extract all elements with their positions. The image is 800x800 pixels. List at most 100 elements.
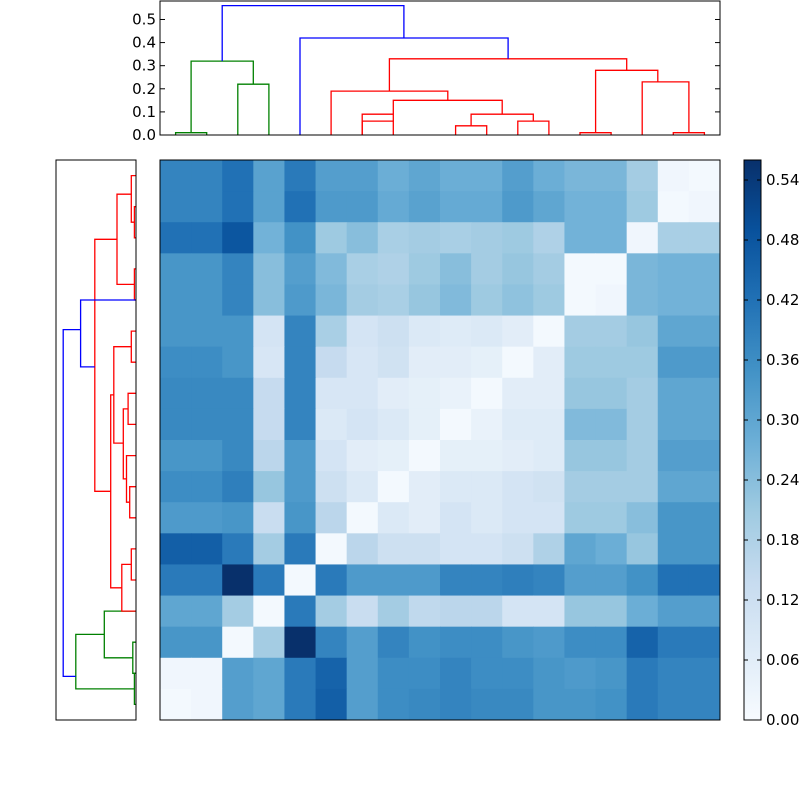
colorbar-tick-label-6: 0.36: [766, 351, 799, 369]
heatmap-cell-10-16: [657, 471, 690, 503]
heatmap-cell-8-16: [657, 408, 690, 441]
heatmap-cell-3-4: [284, 253, 317, 285]
heatmap-cell-3-10: [471, 253, 503, 285]
heatmap-cell-6-16: [657, 346, 690, 379]
top-dendrogram-link-7: [470, 113, 534, 126]
heatmap-cell-15-2: [222, 626, 254, 659]
colorbar-panel: 0.00 0.06 0.12 0.18 0.24 0.30 0.36 0.42 0.48 0.54: [743, 159, 799, 729]
heatmap-cell-2-11: [502, 222, 534, 254]
heatmap-cell-2-8: [408, 222, 441, 254]
heatmap-cell-17-6: [346, 688, 379, 721]
heatmap-cell-8-5: [315, 408, 348, 441]
heatmap-cell-1-17: [688, 191, 721, 223]
heatmap-cell-8-11: [502, 408, 534, 441]
top-dendrogram-links: [174, 4, 706, 135]
top-dendrogram-panel: 0.0 0.1 0.2 0.3 0.4 0.5: [132, 0, 721, 144]
heatmap-cell-11-9: [440, 502, 472, 534]
heatmap-cell-5-4: [284, 315, 317, 348]
heatmap-cell-0-15: [626, 160, 659, 192]
colorbar-tick-label-5: 0.30: [766, 411, 799, 429]
heatmap-cell-11-1: [191, 502, 223, 534]
heatmap-cell-14-4: [284, 595, 317, 628]
heatmap-cell-14-2: [222, 595, 254, 628]
heatmap-cell-13-15: [626, 564, 659, 597]
top-dendrogram-y-tick-label-1: 0.1: [132, 103, 156, 121]
top-dendrogram-link-9: [330, 90, 449, 135]
heatmap-cell-12-15: [626, 533, 659, 565]
heatmap-cell-14-14: [595, 595, 628, 628]
heatmap-cell-0-5: [315, 160, 348, 192]
heatmap-cell-12-13: [564, 533, 597, 565]
heatmap-cell-16-9: [440, 657, 472, 690]
heatmap-cell-4-10: [471, 284, 503, 317]
heatmap-cell-12-11: [502, 533, 534, 565]
heatmap-cell-1-5: [315, 191, 348, 223]
heatmap-cell-9-9: [440, 440, 472, 472]
top-dendrogram-link-16: [221, 4, 405, 62]
heatmap-cell-10-2: [222, 471, 254, 503]
heatmap-cell-9-0: [160, 440, 192, 472]
heatmap-cell-7-8: [408, 377, 441, 410]
heatmap-cell-7-0: [160, 377, 192, 410]
heatmap-cell-2-15: [626, 222, 659, 254]
heatmap-cell-3-13: [564, 253, 597, 285]
heatmap-cell-14-10: [471, 595, 503, 628]
heatmap-cell-2-4: [284, 222, 317, 254]
heatmap-cell-8-17: [688, 408, 721, 441]
heatmap-cell-5-17: [688, 315, 721, 348]
heatmap-cell-10-10: [471, 471, 503, 503]
heatmap-cell-16-6: [346, 657, 379, 690]
heatmap-cell-0-7: [377, 160, 410, 192]
left-dendrogram-link-19: [62, 328, 81, 678]
heatmap-cell-0-1: [191, 160, 223, 192]
left-dendrogram-link-9: [122, 408, 129, 480]
heatmap-cell-5-11: [502, 315, 534, 348]
heatmap-cell-1-14: [595, 191, 628, 223]
top-dendrogram-link-1: [237, 83, 270, 135]
heatmap-cell-3-6: [346, 253, 379, 285]
top-dendrogram-link-12: [672, 132, 706, 135]
heatmap-cell-8-2: [222, 408, 254, 441]
heatmap-cell-17-4: [284, 688, 317, 721]
heatmap-cell-14-13: [564, 595, 597, 628]
heatmap-cell-0-10: [471, 160, 503, 192]
heatmap-cell-15-0: [160, 626, 192, 659]
colorbar-tick-label-4: 0.24: [766, 471, 799, 489]
left-dendrogram-link-8: [127, 392, 136, 426]
heatmap-cell-16-17: [688, 657, 721, 690]
heatmap-cell-12-0: [160, 533, 192, 565]
heatmap-cell-16-3: [253, 657, 285, 690]
heatmap-cell-15-5: [315, 626, 348, 659]
heatmap-cell-15-10: [471, 626, 503, 659]
heatmap-cell-12-6: [346, 533, 379, 565]
top-dendrogram-y-tick-label-5: 0.5: [132, 10, 156, 28]
heatmap-cell-10-4: [284, 471, 317, 503]
heatmap-cell-14-1: [191, 595, 223, 628]
heatmap-cell-8-4: [284, 408, 317, 441]
heatmap-cell-1-16: [657, 191, 690, 223]
left-dendrogram-frame: [55, 159, 137, 721]
heatmap-cell-10-14: [595, 471, 628, 503]
heatmap-cell-12-10: [471, 533, 503, 565]
heatmap-cell-3-2: [222, 253, 254, 285]
left-dendrogram-link-12: [110, 394, 122, 589]
heatmap-cell-9-7: [377, 440, 410, 472]
top-dendrogram-frame: [159, 0, 721, 136]
top-dendrogram-link-3: [361, 120, 394, 135]
heatmap-cell-14-12: [533, 595, 565, 628]
heatmap-cell-4-11: [502, 284, 534, 317]
heatmap-cell-16-2: [222, 657, 254, 690]
heatmap-cell-12-16: [657, 533, 690, 565]
heatmap-cell-0-16: [657, 160, 690, 192]
heatmap-cell-4-9: [440, 284, 472, 317]
heatmap-cell-5-10: [471, 315, 503, 348]
heatmap-cell-1-2: [222, 191, 254, 223]
heatmap-cell-10-9: [440, 471, 472, 503]
heatmap-cell-2-7: [377, 222, 410, 254]
heatmap-cell-12-7: [377, 533, 410, 565]
heatmap-cell-17-13: [564, 688, 597, 721]
heatmap-cell-16-14: [595, 657, 628, 690]
heatmap-cell-12-3: [253, 533, 285, 565]
heatmap-cell-12-14: [595, 533, 628, 565]
heatmap-cell-2-6: [346, 222, 379, 254]
